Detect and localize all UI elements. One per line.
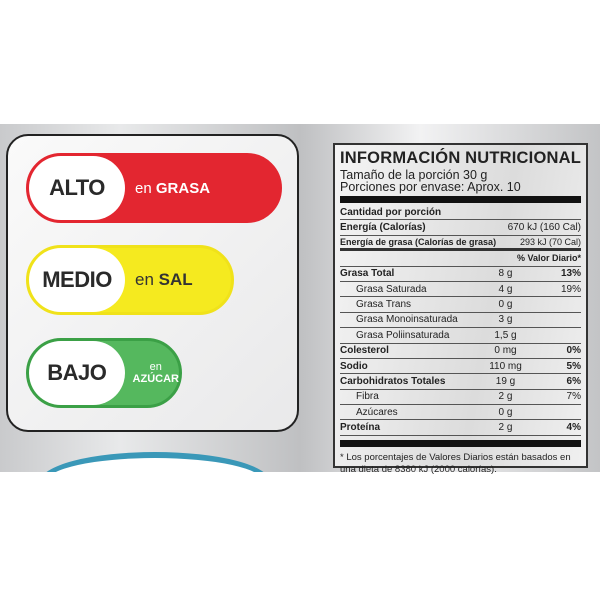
nutrient-dv: 0% <box>566 345 581 357</box>
nutrient-dv: 19% <box>560 283 581 295</box>
nutrient-amount: 8 g <box>498 268 513 280</box>
nutrient-amount: 2 g <box>498 422 513 434</box>
nutrition-facts-panel: INFORMACIÓN NUTRICIONAL Tamaño de la porc… <box>333 143 588 475</box>
value: 293 kJ (70 Cal) <box>519 236 581 247</box>
nutrient-amount: 110 mg <box>489 360 522 372</box>
nutrient-row: Grasa Trans 0 g <box>340 297 581 313</box>
nutrient-dv: 4% <box>566 422 581 434</box>
medium-salt-label: MEDIO en SAL <box>26 245 234 315</box>
fat-energy-row: Energía de grasa (Calorías de grasa) 293 … <box>340 236 581 252</box>
serving-size: Tamaño de la porción 30 g <box>340 168 488 182</box>
nutrient: SAL <box>158 270 193 289</box>
nutrient-amount: 0 g <box>498 406 513 418</box>
footnote: * Los porcentajes de Valores Diarios est… <box>340 451 571 475</box>
prefix: en <box>135 270 154 289</box>
front-of-pack-warning-box: ALTO en GRASA MEDIO en SAL BAJO en AZÚCAR <box>6 134 299 432</box>
title-part: NUTRICIONAL <box>465 149 581 167</box>
nutrient-name: Proteína <box>340 422 381 434</box>
nutrient: GRASA <box>155 179 211 197</box>
value: 670 kJ (160 Cal) <box>507 222 581 234</box>
nutrient-row: Fibra 2 g 7% <box>340 390 581 406</box>
nutrient-amount: 4 g <box>498 283 513 295</box>
title-part: INFORMACIÓN <box>340 149 461 167</box>
label: Energía (Calorías) <box>340 222 426 234</box>
nutrient-name: Carbohidratos Totales <box>340 375 446 387</box>
divider <box>340 439 581 447</box>
level-text: ALTO <box>29 156 125 220</box>
nutrient-name: Sodio <box>340 360 368 372</box>
nutrient-dv: 7% <box>566 391 581 403</box>
nutrient-name: Colesterol <box>340 345 389 357</box>
label: % Valor Diario* <box>516 253 581 264</box>
nutrient-row: Colesterol 0 mg 0% <box>340 344 581 359</box>
level-text: MEDIO <box>29 248 125 312</box>
nutrient-amount: 2 g <box>498 391 513 403</box>
nutrient-row: Grasa Total 8 g 13% <box>340 267 581 282</box>
divider <box>340 196 581 203</box>
nutrient-dv: 6% <box>566 375 581 387</box>
nutrient-row: Grasa Poliinsaturada 1,5 g <box>340 328 581 344</box>
nutrient-row: Carbohidratos Totales 19 g 6% <box>340 374 581 390</box>
nutrient: AZÚCAR <box>132 373 179 385</box>
label: Cantidad por porción <box>340 206 442 218</box>
nutrient-name: Grasa Monoinsaturada <box>356 314 458 326</box>
nutrient-row: Grasa Saturada 4 g 19% <box>340 282 581 298</box>
nutrient-row: Proteína 2 g 4% <box>340 420 581 436</box>
label: Energía de grasa (Calorías de grasa) <box>340 236 497 247</box>
high-fat-label: ALTO en GRASA <box>26 153 282 223</box>
nutrient-amount: 0 mg <box>494 345 517 357</box>
nutrient-amount: 19 g <box>495 375 516 387</box>
nutrient-row: Azúcares 0 g <box>340 405 581 421</box>
energy-row: Energía (Calorías) 670 kJ (160 Cal) <box>340 220 581 236</box>
nutrient-name: Grasa Total <box>340 268 395 280</box>
level-text: BAJO <box>29 341 125 405</box>
nutrient-amount: 0 g <box>498 299 513 311</box>
white-background <box>0 472 600 600</box>
panel-title: INFORMACIÓN NUTRICIONAL <box>340 149 581 169</box>
low-sugar-label: BAJO en AZÚCAR <box>26 338 182 408</box>
nutrient-name: Azúcares <box>356 406 398 418</box>
nutrient-row: Grasa Monoinsaturada 3 g <box>340 313 581 329</box>
nutrient-name: Grasa Poliinsaturada <box>356 329 450 341</box>
nutrient-name: Grasa Trans <box>356 299 412 311</box>
amount-per-header: Cantidad por porción <box>340 205 581 221</box>
nutrient-dv: 13% <box>560 268 581 280</box>
nutrient-name: Grasa Saturada <box>356 283 427 295</box>
dv-header: % Valor Diario* <box>340 251 581 267</box>
nutrient-amount: 3 g <box>498 314 513 326</box>
nutrient-dv: 5% <box>566 360 581 372</box>
prefix: en <box>149 361 162 373</box>
nutrient-amount: 1,5 g <box>494 329 517 341</box>
nutrient-row: Sodio 110 mg 5% <box>340 359 581 375</box>
servings-per-container: Porciones por envase: Aprox. 10 <box>340 180 521 194</box>
prefix: en <box>135 179 152 197</box>
nutrient-name: Fibra <box>356 391 379 403</box>
